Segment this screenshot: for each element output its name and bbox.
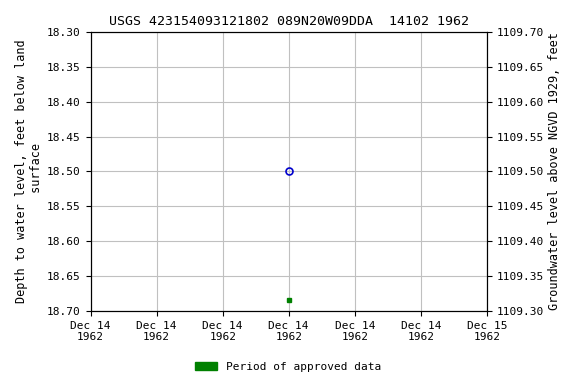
Y-axis label: Depth to water level, feet below land
 surface: Depth to water level, feet below land su… [15,40,43,303]
Legend: Period of approved data: Period of approved data [191,358,385,377]
Y-axis label: Groundwater level above NGVD 1929, feet: Groundwater level above NGVD 1929, feet [548,32,561,310]
Title: USGS 423154093121802 089N20W09DDA  14102 1962: USGS 423154093121802 089N20W09DDA 14102 … [109,15,469,28]
